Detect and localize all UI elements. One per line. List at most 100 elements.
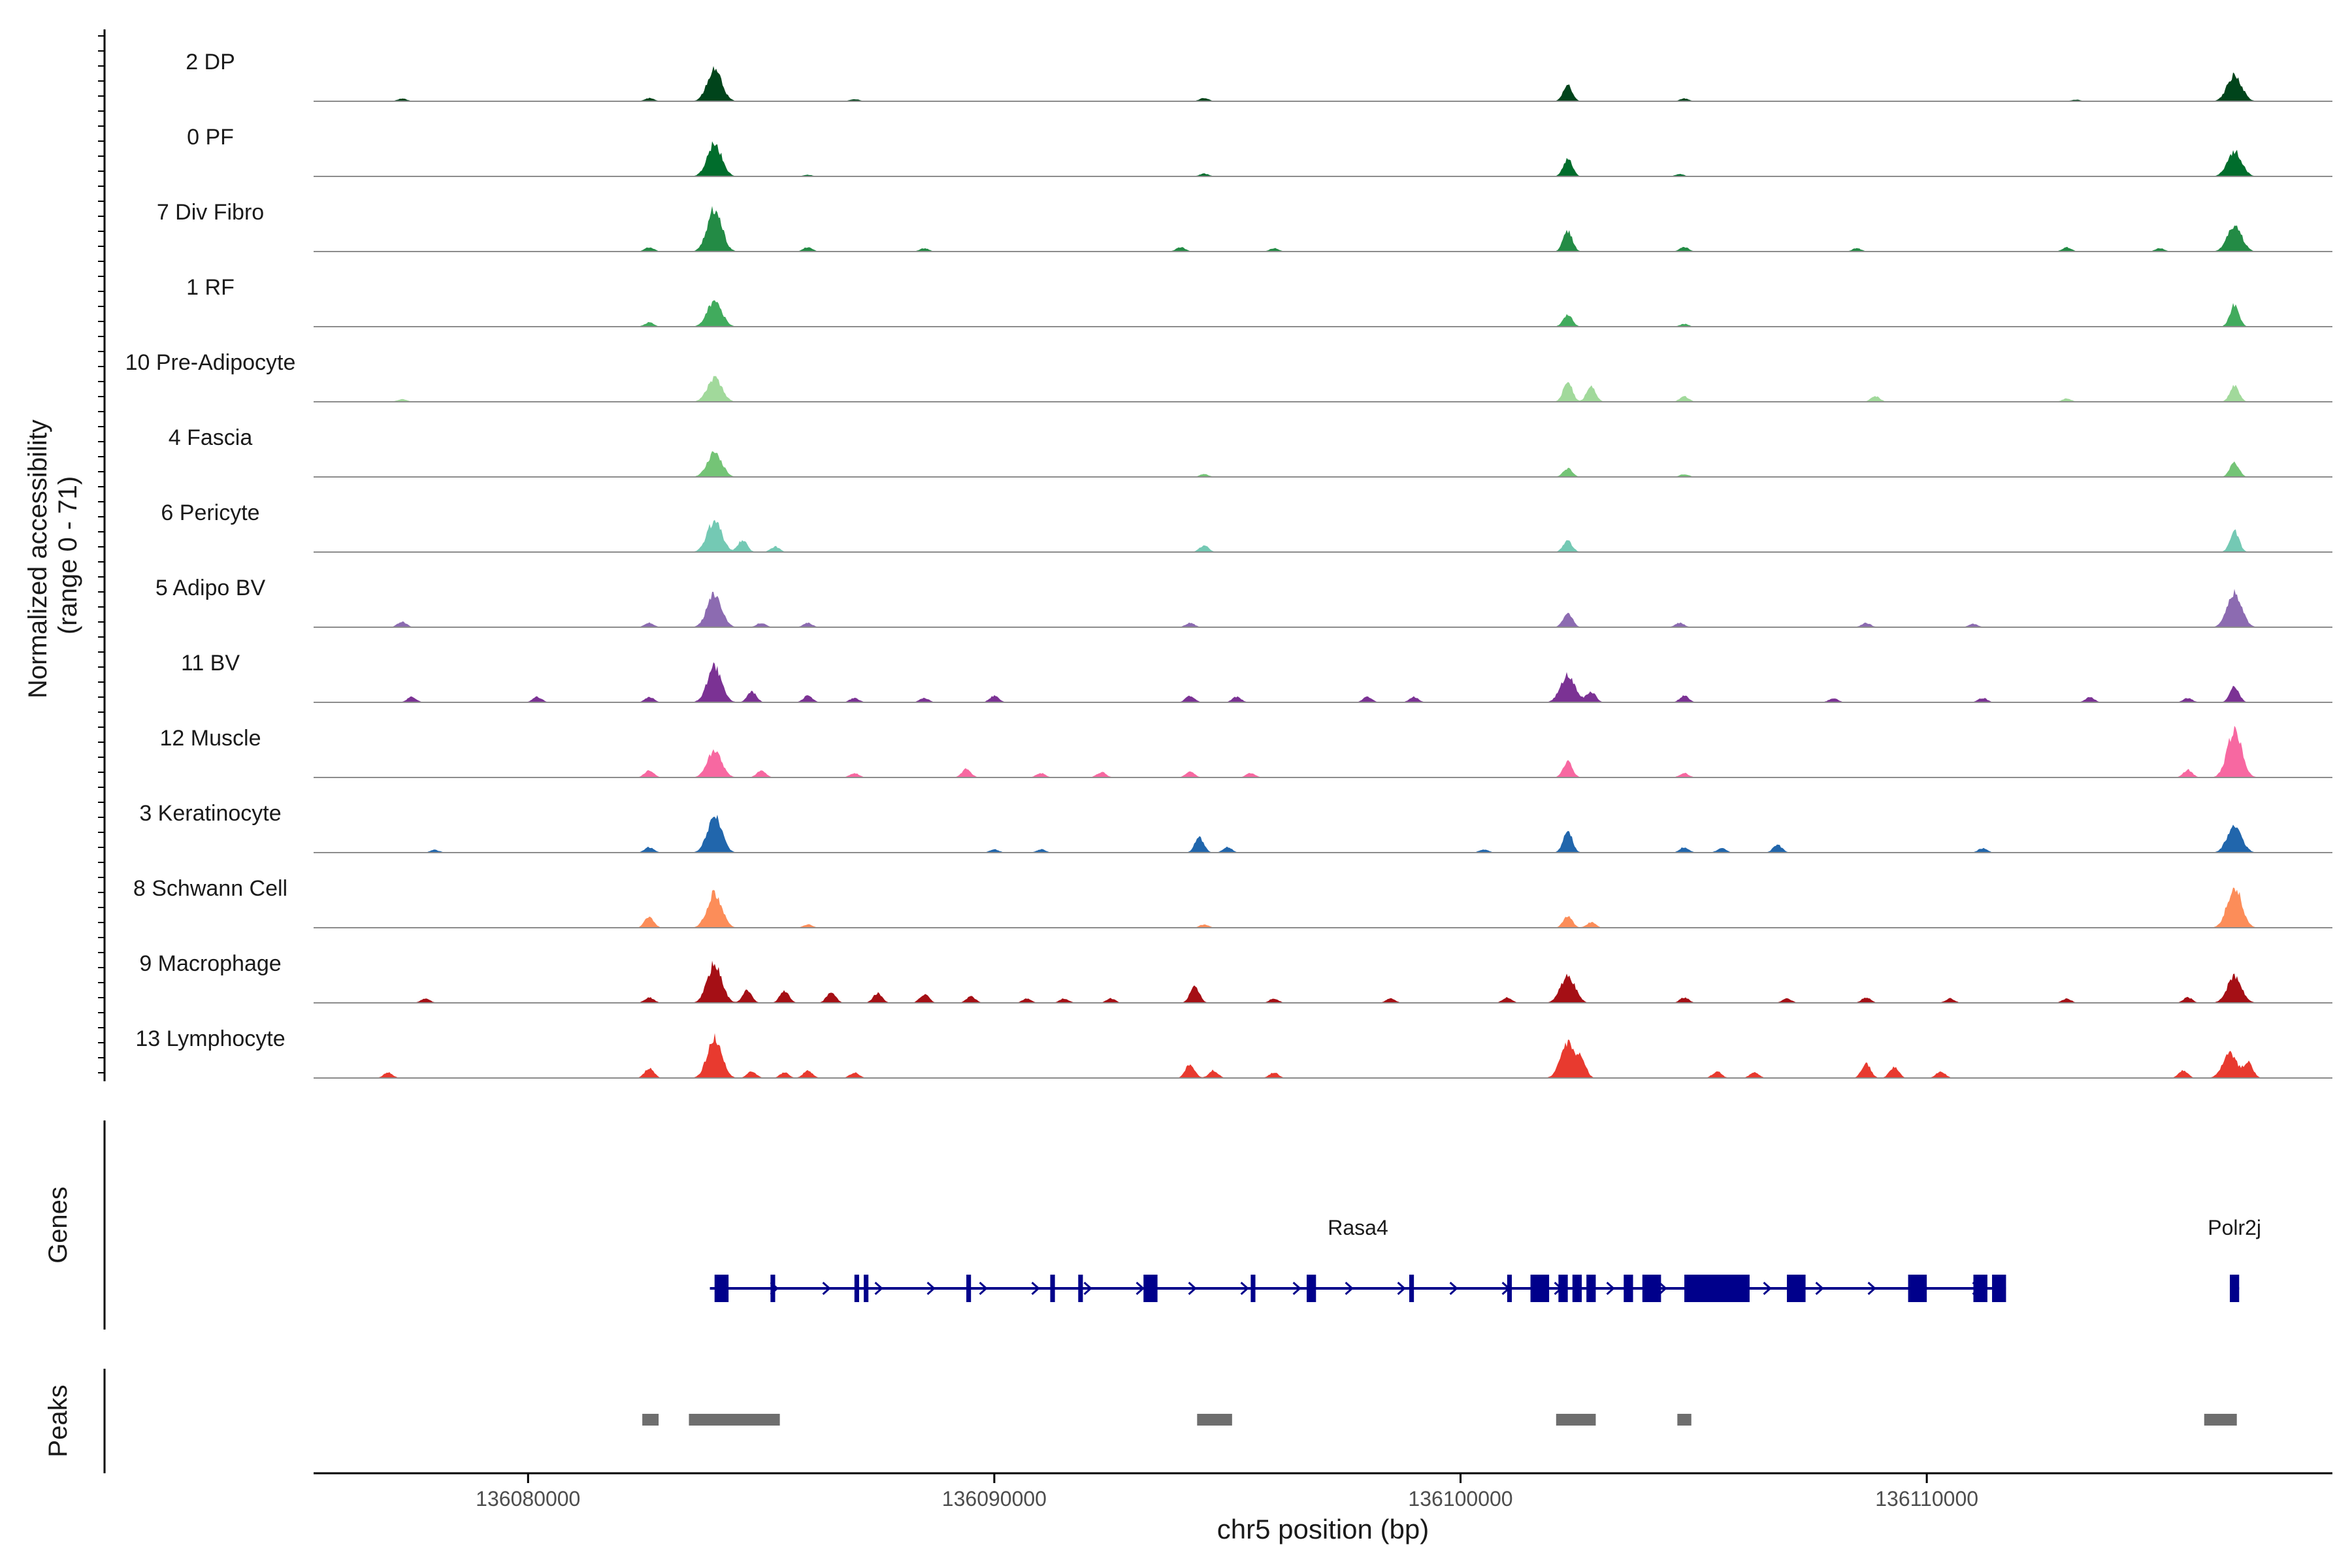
gene-exon xyxy=(1992,1275,2006,1302)
gene-exon xyxy=(1684,1275,1750,1302)
x-axis-title: chr5 position (bp) xyxy=(1217,1514,1429,1544)
peaks-panel: Peaks xyxy=(44,1369,2237,1473)
gene-polr2j: Polr2j xyxy=(2208,1216,2261,1302)
coverage-area xyxy=(314,589,2332,627)
track-2: 0 PF xyxy=(187,125,2332,177)
coverage-area xyxy=(314,519,2332,552)
track-label: 5 Adipo BV xyxy=(155,576,266,600)
strand-arrow xyxy=(1867,1281,1876,1296)
gene-exon xyxy=(1624,1275,1633,1302)
strand-arrow xyxy=(874,1281,883,1296)
track-6: 4 Fascia xyxy=(169,425,2332,478)
track-11: 3 Keratinocyte xyxy=(139,801,2332,853)
peak-region xyxy=(642,1414,659,1426)
strand-arrow xyxy=(1292,1281,1301,1296)
strand-arrow xyxy=(1135,1281,1145,1296)
strand-arrow xyxy=(1815,1281,1824,1296)
strand-arrow xyxy=(979,1281,988,1296)
gene-exon xyxy=(770,1275,776,1302)
track-label: 1 RF xyxy=(186,275,235,300)
x-axis: 136080000 136090000 136100000 136110000 chr… xyxy=(314,1472,2332,1544)
x-tick-label: 136110000 xyxy=(1875,1487,1978,1511)
gene-exon xyxy=(1078,1275,1083,1302)
track-7: 6 Pericyte xyxy=(161,500,2332,553)
coverage-tracks: 2 DP 0 PF 7 Div Fibro 1 RF 10 Pre-Adipocyte 4… xyxy=(125,50,2332,1079)
peak-region xyxy=(689,1414,780,1426)
coverage-area xyxy=(314,300,2332,327)
gene-exon xyxy=(1586,1275,1596,1302)
y-label-line-2: (range 0 - 71) xyxy=(54,476,82,634)
x-tick-label: 136100000 xyxy=(1408,1487,1512,1511)
gene-exon xyxy=(1507,1275,1512,1302)
track-14: 13 Lymphocyte xyxy=(135,1026,2332,1079)
x-tick-label: 136090000 xyxy=(942,1487,1047,1511)
strand-arrow xyxy=(1188,1281,1197,1296)
gene-exon xyxy=(1973,1275,1987,1302)
strand-arrow xyxy=(926,1281,936,1296)
coverage-area xyxy=(314,887,2332,928)
gene-exon xyxy=(1558,1275,1568,1302)
gene-exon xyxy=(864,1275,869,1302)
strand-arrow xyxy=(1083,1281,1092,1296)
track-label: 8 Schwann Cell xyxy=(133,876,287,901)
peak-region xyxy=(1677,1414,1691,1426)
peaks-panel-label: Peaks xyxy=(44,1384,73,1457)
track-12: 8 Schwann Cell xyxy=(133,876,2332,928)
gene-exon xyxy=(854,1275,859,1302)
gene-exon xyxy=(1530,1275,1550,1302)
x-axis-ticks: 136080000 136090000 136100000 136110000 xyxy=(476,1473,1978,1511)
peak-region xyxy=(1556,1414,1596,1426)
gene-exon xyxy=(1572,1275,1582,1302)
strand-arrow xyxy=(1658,1281,1667,1296)
gene-name-label: Polr2j xyxy=(2208,1216,2261,1239)
strand-arrow xyxy=(1449,1281,1458,1296)
track-8: 5 Adipo BV xyxy=(155,576,2332,628)
track-label: 10 Pre-Adipocyte xyxy=(125,350,296,375)
coverage-panel: Normalized accessibility (range 0 - 71) … xyxy=(24,29,2332,1081)
track-13: 9 Macrophage xyxy=(139,951,2332,1004)
strand-arrow xyxy=(1031,1281,1040,1296)
y-label-line-1: Normalized accessibility xyxy=(24,419,52,698)
coverage-y-axis-label: Normalized accessibility (range 0 - 71) xyxy=(24,412,82,698)
track-9: 11 BV xyxy=(181,651,2332,703)
track-label: 13 Lymphocyte xyxy=(135,1026,285,1051)
track-10: 12 Muscle xyxy=(160,725,2332,778)
coverage-area xyxy=(314,206,2332,252)
gene-exon xyxy=(1307,1275,1316,1302)
strand-arrow xyxy=(1397,1281,1406,1296)
peak-regions xyxy=(642,1414,2237,1426)
coverage-area xyxy=(314,815,2332,853)
coverage-area xyxy=(314,376,2332,402)
track-1: 2 DP xyxy=(186,50,2332,102)
strand-arrow xyxy=(822,1281,831,1296)
gene-models: Rasa4 Polr2j xyxy=(710,1216,2261,1302)
x-tick-label: 136080000 xyxy=(476,1487,580,1511)
genes-panel-label: Genes xyxy=(44,1186,73,1264)
gene-exon xyxy=(1250,1275,1256,1302)
gene-exon xyxy=(1409,1275,1414,1302)
track-label: 6 Pericyte xyxy=(161,500,259,525)
track-label: 0 PF xyxy=(187,125,234,150)
coverage-area xyxy=(314,725,2332,777)
gene-name-label: Rasa4 xyxy=(1328,1216,1388,1239)
coverage-area xyxy=(314,960,2332,1003)
gene-exon xyxy=(2230,1275,2240,1302)
strand-arrow xyxy=(1763,1281,1772,1296)
peak-region xyxy=(2204,1414,2237,1426)
gene-rasa4: Rasa4 xyxy=(710,1216,2006,1302)
track-4: 1 RF xyxy=(186,275,2332,327)
coverage-area xyxy=(314,451,2332,477)
track-label: 4 Fascia xyxy=(169,425,253,450)
gene-exon xyxy=(1787,1275,1806,1302)
track-3: 7 Div Fibro xyxy=(157,200,2332,252)
coverage-area xyxy=(314,662,2332,702)
track-label: 3 Keratinocyte xyxy=(139,801,281,826)
coverage-area xyxy=(314,141,2332,176)
gene-exon xyxy=(966,1275,972,1302)
genes-panel: Genes Rasa4 Polr2j xyxy=(44,1120,2261,1330)
gene-exon xyxy=(714,1275,729,1302)
track-label: 12 Muscle xyxy=(160,726,261,751)
strand-arrow xyxy=(1240,1281,1249,1296)
